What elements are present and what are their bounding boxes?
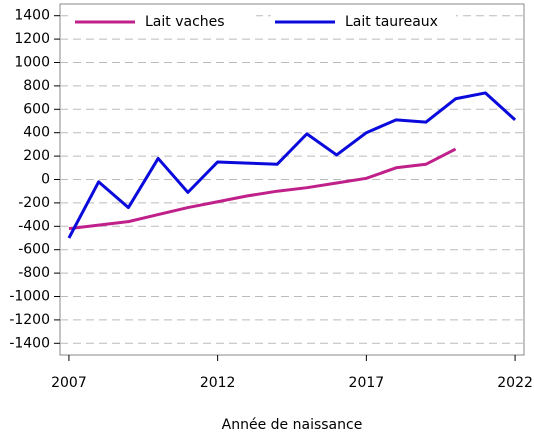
y-tick-label: -400 [18,218,50,234]
y-tick-label: -1000 [9,289,50,305]
y-tick-label: -800 [18,265,50,281]
x-tick-label: 2022 [497,375,533,391]
y-tick-label: -200 [18,195,50,211]
y-tick-label: 0 [41,172,50,188]
y-tick-label: -1200 [9,312,50,328]
x-tick-label: 2007 [51,375,87,391]
y-tick-label: 1400 [14,8,50,24]
y-tick-label: 800 [23,78,50,94]
x-tick-label: 2012 [200,375,236,391]
y-tick-label: 1000 [14,55,50,71]
x-axis-label: Année de naissance [222,417,363,433]
series-line [67,91,517,239]
legend-bg [71,13,256,31]
legend-bg [271,13,456,31]
y-tick-label: 400 [23,125,50,141]
series-line [68,147,457,231]
legend-label: Lait taureaux [345,14,438,30]
y-tick-label: -600 [18,242,50,258]
plot-frame [59,3,525,356]
y-tick-label: 1200 [14,31,50,47]
y-tick-label: 600 [23,101,50,117]
legend-label: Lait vaches [145,14,225,30]
y-tick-label: 200 [23,148,50,164]
y-tick-label: -1400 [9,335,50,351]
x-tick-label: 2017 [349,375,385,391]
